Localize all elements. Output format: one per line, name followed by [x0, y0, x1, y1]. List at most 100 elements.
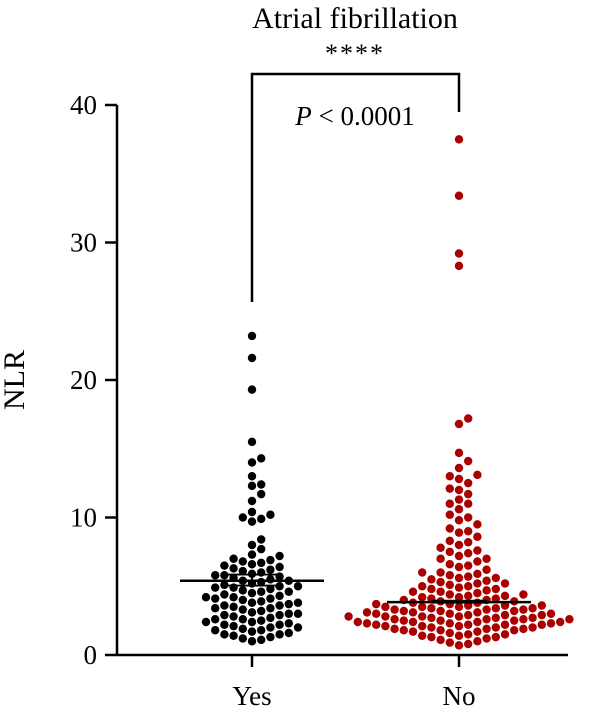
data-point-yes	[275, 601, 284, 610]
data-point-no	[491, 584, 500, 594]
y-axis-label: NLR	[0, 350, 31, 410]
data-point-no	[436, 626, 445, 635]
data-point-no	[473, 532, 482, 541]
data-point-no	[362, 608, 372, 617]
data-point-no	[482, 554, 491, 563]
data-point-no	[454, 593, 464, 602]
data-point-yes	[220, 630, 229, 639]
data-point-no	[528, 623, 537, 632]
data-point-no	[464, 456, 473, 466]
data-point-yes	[266, 510, 275, 519]
data-point-no	[372, 599, 381, 609]
data-point-yes	[211, 583, 220, 592]
data-point-yes	[247, 517, 257, 526]
data-point-no	[418, 582, 427, 591]
data-point-no	[473, 579, 482, 588]
data-point-no	[473, 637, 482, 646]
p-value-text: < 0.0001	[312, 101, 415, 131]
significance-stars: ****	[325, 39, 385, 68]
data-point-yes	[201, 593, 211, 602]
data-point-no	[445, 484, 454, 493]
data-point-no	[454, 516, 464, 525]
data-point-no	[381, 621, 390, 631]
data-point-no	[528, 613, 537, 623]
data-point-no	[454, 583, 464, 592]
data-point-no	[464, 620, 473, 629]
data-point-no	[473, 546, 482, 555]
data-point-no	[436, 587, 445, 596]
data-point-yes	[266, 584, 275, 594]
data-point-no	[500, 579, 510, 588]
data-point-no	[454, 448, 464, 458]
data-point-no	[408, 627, 418, 636]
data-point-no	[445, 499, 454, 508]
data-point-yes	[284, 619, 293, 628]
data-point-no	[445, 609, 454, 618]
data-point-no	[381, 602, 390, 612]
data-point-no	[436, 554, 445, 563]
data-point-no	[418, 612, 427, 621]
data-point-no	[500, 591, 510, 601]
data-point-no	[454, 562, 464, 572]
data-point-yes	[247, 540, 257, 550]
data-point-no	[519, 615, 528, 624]
data-point-no	[445, 547, 454, 557]
data-point-no	[445, 571, 454, 580]
data-point-no	[482, 576, 491, 585]
data-point-no	[500, 601, 510, 610]
data-point-yes	[257, 514, 266, 524]
data-point-no	[482, 565, 491, 574]
data-point-no	[519, 605, 528, 614]
data-point-yes	[238, 595, 247, 605]
data-point-no	[427, 632, 436, 642]
x-tick-label: Yes	[232, 681, 271, 711]
y-tick-label: 20	[70, 365, 97, 395]
data-point-no	[464, 538, 473, 547]
data-point-no	[445, 628, 454, 638]
data-point-no	[537, 601, 546, 610]
data-point-no	[408, 587, 418, 596]
data-point-no	[399, 606, 408, 616]
data-point-no	[418, 593, 427, 602]
data-point-no	[362, 619, 372, 628]
data-point-no	[418, 568, 427, 577]
data-point-yes	[247, 437, 257, 447]
data-point-no	[464, 513, 473, 522]
data-point-yes	[293, 623, 303, 632]
y-tick-label: 0	[84, 640, 98, 670]
data-point-no	[445, 638, 454, 647]
data-point-yes	[257, 535, 266, 544]
data-point-no	[427, 604, 436, 613]
data-point-yes	[247, 496, 257, 506]
data-point-yes	[247, 608, 257, 617]
data-point-yes	[257, 480, 266, 489]
data-point-yes	[247, 627, 257, 636]
data-point-yes	[293, 582, 303, 591]
data-point-no	[510, 626, 519, 635]
data-point-no	[454, 419, 464, 429]
data-point-yes	[275, 562, 284, 572]
data-point-no	[482, 615, 491, 624]
chart-title: Atrial fibrillation	[252, 2, 458, 35]
data-point-yes	[229, 631, 238, 640]
data-point-no	[537, 610, 546, 620]
data-point-no	[464, 561, 473, 570]
data-point-yes	[229, 602, 238, 612]
data-point-yes	[247, 507, 257, 517]
data-point-no	[464, 499, 473, 508]
data-point-no	[418, 602, 427, 612]
data-point-no	[510, 606, 519, 616]
data-point-no	[464, 610, 473, 620]
data-point-no	[408, 608, 418, 617]
data-point-no	[510, 616, 519, 625]
data-point-yes	[257, 489, 266, 499]
data-point-yes	[201, 617, 211, 627]
data-point-no	[454, 463, 464, 473]
data-point-yes	[284, 628, 293, 638]
data-point-no	[372, 609, 381, 618]
data-point-no	[381, 612, 390, 621]
data-point-yes	[247, 550, 257, 559]
data-point-no	[454, 540, 464, 550]
data-point-no	[546, 619, 556, 628]
p-value-symbol: P	[294, 101, 312, 131]
